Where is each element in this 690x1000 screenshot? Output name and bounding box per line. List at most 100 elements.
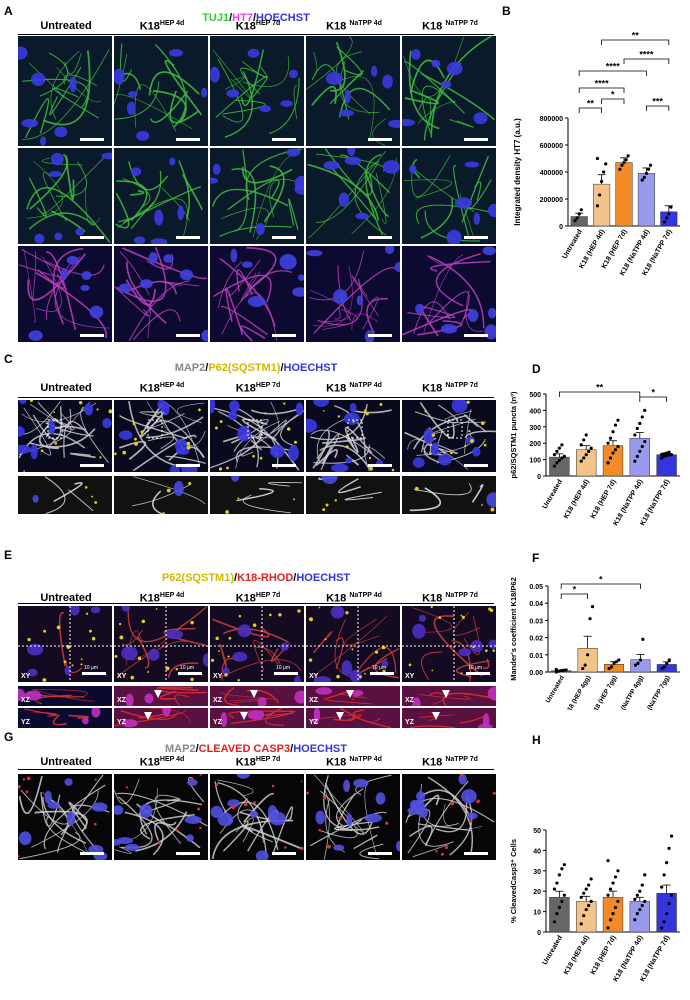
data-point (640, 444, 644, 449)
column-header-main: K18 (422, 592, 446, 605)
column-header-sup: NaTPP 7d (445, 20, 478, 27)
bar (629, 901, 650, 933)
micrograph: XZ (306, 686, 400, 706)
micrograph (18, 774, 112, 860)
bar (549, 897, 570, 933)
data-point (579, 459, 583, 463)
data-point (669, 893, 674, 897)
bar (615, 162, 633, 227)
data-point (643, 873, 647, 877)
data-point (648, 163, 653, 167)
significance-stars: **** (639, 50, 654, 60)
data-point (554, 667, 558, 672)
panel-label-a: A (4, 4, 13, 18)
column-header-main: K18 (326, 756, 350, 769)
data-point (611, 881, 615, 885)
column-header-main: K18 (326, 592, 350, 605)
micrograph (18, 400, 112, 472)
data-point (587, 883, 591, 887)
column-header: Untreated (18, 20, 114, 32)
micrograph (114, 246, 208, 342)
data-point (616, 869, 620, 873)
data-point (602, 170, 606, 174)
data-point (606, 461, 610, 465)
data-point (635, 426, 639, 431)
data-point (643, 899, 647, 903)
scale-bar-label: 10 μm (468, 665, 482, 671)
column-header-sup: NaTPP 7d (445, 382, 478, 389)
data-point (660, 456, 664, 460)
y-axis-label: Mander's coefficient K18/P62 (509, 577, 518, 681)
data-point (579, 208, 583, 212)
bar (549, 456, 570, 477)
micrograph (114, 36, 208, 146)
data-point (640, 903, 644, 908)
chart-h: 0 10 20 30 40 50 % CleavedCasp3⁺ Cells Untreate… (509, 828, 680, 983)
bar (637, 173, 655, 227)
x-tick-label: K18 (NaTPP 7gg) (639, 675, 671, 711)
data-point (573, 219, 577, 223)
significance-stars: **** (606, 62, 621, 72)
column-header-main: Untreated (40, 756, 92, 768)
column-header: K18 NaTPP 7d (402, 20, 498, 33)
data-point (669, 205, 673, 209)
data-point (640, 415, 644, 419)
orth-label-yz: YZ (405, 719, 415, 726)
orth-label-xy: XY (213, 673, 223, 680)
data-point (640, 883, 644, 887)
data-point (562, 893, 566, 897)
orth-label-yz: YZ (213, 719, 223, 726)
data-point (552, 453, 557, 457)
data-point (582, 891, 586, 895)
orth-label-yz: YZ (21, 719, 31, 726)
micrograph (402, 476, 496, 514)
data-point (607, 666, 611, 671)
significance-bracket (560, 593, 588, 599)
chart-f: 0.00 0.01 0.02 0.03 0.04 0.05 Mander's coeffic… (509, 575, 680, 711)
y-axis-label: p62/SQSTM1 puncta (nº) (509, 391, 518, 478)
panel-label-f: F (532, 551, 540, 565)
micrograph (210, 246, 304, 342)
data-point (600, 179, 604, 184)
column-header-sup: HEP 7d (255, 20, 281, 27)
panel-e-rule (18, 603, 494, 604)
column-header: K18HEP 4d (114, 382, 210, 395)
y-tick-label: 200000 (540, 197, 563, 204)
data-point (562, 668, 566, 672)
data-point (665, 453, 669, 458)
orth-label-xy: XY (309, 673, 319, 680)
data-point (611, 912, 615, 916)
micrograph (210, 476, 304, 514)
title-segment: TUJ1 (202, 12, 230, 24)
data-point (633, 459, 637, 463)
title-segment: P62(SQSTM1) (208, 362, 281, 374)
scale-bar-label: 10 μm (180, 665, 194, 671)
column-header: K18 NaTPP 4d (306, 592, 402, 605)
micrograph (402, 400, 496, 472)
micrograph (18, 36, 112, 146)
y-tick-label: 500 (529, 392, 541, 399)
y-tick-label: 200 (529, 441, 541, 448)
data-point (665, 216, 669, 220)
column-header-sup: HEP 7d (255, 756, 281, 763)
orth-label-xy: XY (405, 673, 415, 680)
column-header-sup: HEP 4d (159, 592, 185, 599)
micrograph: XY 10 μm (402, 606, 496, 682)
orth-label-xz: XZ (405, 697, 415, 704)
significance-bracket (560, 583, 641, 589)
scale-bar-label: 10 μm (372, 665, 386, 671)
data-point (584, 453, 588, 457)
data-point (557, 446, 561, 450)
data-point (579, 895, 583, 899)
data-point (555, 881, 559, 885)
title-segment: HT7 (232, 12, 253, 24)
significance-stars: ** (587, 99, 595, 109)
orth-label-xz: XZ (21, 697, 31, 704)
data-point (616, 899, 620, 903)
micrograph (306, 246, 400, 342)
y-tick-label: 0 (559, 224, 563, 231)
micrograph: YZ (114, 708, 208, 728)
significance-bracket (639, 396, 667, 402)
micrograph (210, 148, 304, 244)
data-point (638, 658, 642, 662)
